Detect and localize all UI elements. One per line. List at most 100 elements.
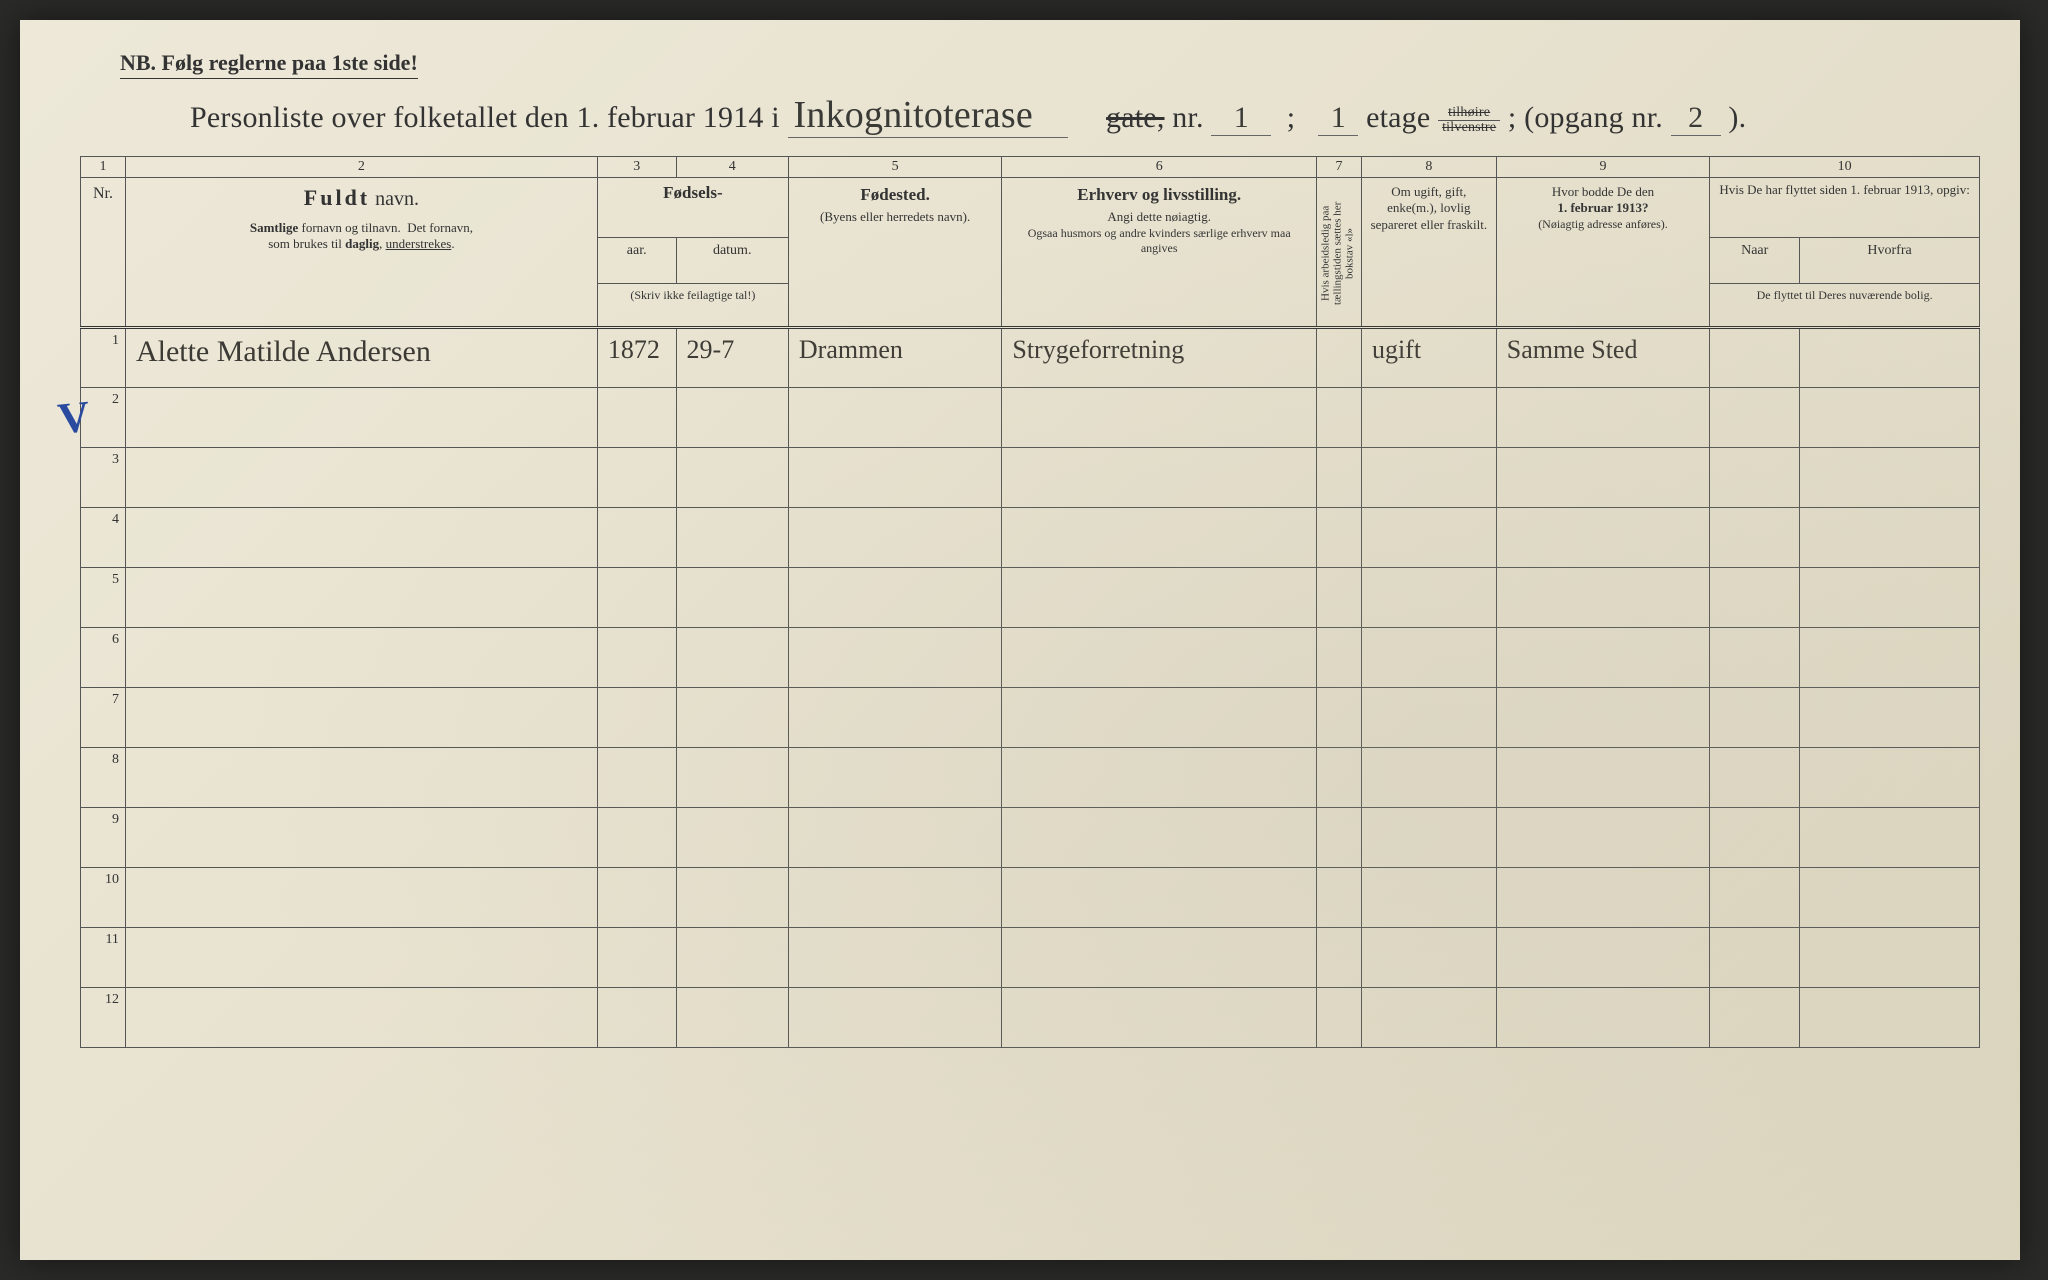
hdr-nr: Nr.: [81, 178, 126, 328]
cell-c10b: [1800, 388, 1980, 448]
hdr-col10-bot-text: De flyttet til Deres nuværende bolig.: [1714, 288, 1975, 303]
hdr-col9-top: Hvor bodde De den: [1505, 184, 1701, 200]
colnum: 7: [1317, 157, 1362, 178]
cell-c10b: [1800, 748, 1980, 808]
cell-datum: [676, 628, 788, 688]
cell-aar: [597, 628, 676, 688]
cell-c8: [1361, 808, 1496, 868]
cell-c10b: [1800, 628, 1980, 688]
cell-aar: [597, 448, 676, 508]
close-paren: ).: [1728, 101, 1746, 134]
hdr-erhverv-label: Erhverv og livsstilling.: [1010, 184, 1308, 205]
cell-c10b: [1800, 868, 1980, 928]
hdr-fodested-sub: (Byens eller herredets navn).: [797, 209, 993, 225]
hdr-col7-vertical: Hvis arbeidsledig paa tællingstiden sætt…: [1317, 178, 1362, 328]
cell-c9: [1496, 988, 1709, 1048]
cell-c10a: [1710, 508, 1800, 568]
cell-c8: [1361, 508, 1496, 568]
colnum: 2: [125, 157, 597, 178]
cell-erhverv: [1002, 628, 1317, 688]
cell-erhverv: [1002, 688, 1317, 748]
cell-navn: [125, 988, 597, 1048]
cell-erhverv: [1002, 988, 1317, 1048]
cell-fodested: [788, 808, 1001, 868]
cell-navn: [125, 448, 597, 508]
opgang-label: ; (opgang nr.: [1508, 101, 1663, 134]
hdr-col9-bold: 1. februar 1913?: [1505, 200, 1701, 216]
cell-datum: [676, 808, 788, 868]
cell-aar: [597, 988, 676, 1048]
hdr-fodested: Fødested. (Byens eller herredets navn).: [788, 178, 1001, 328]
cell-c8: ugift: [1361, 328, 1496, 388]
table-row: 9: [81, 808, 1980, 868]
table-row: 6: [81, 628, 1980, 688]
cell-datum: [676, 988, 788, 1048]
etage-value: 1: [1318, 101, 1358, 136]
cell-c7: [1317, 568, 1362, 628]
cell-datum: [676, 568, 788, 628]
cell-c10a: [1710, 688, 1800, 748]
cell-nr: 12: [81, 988, 126, 1048]
cell-c10b: [1800, 808, 1980, 868]
cell-erhverv: Strygeforretning: [1002, 328, 1317, 388]
cell-nr: 11: [81, 928, 126, 988]
colnum: 1: [81, 157, 126, 178]
cell-c10a: [1710, 328, 1800, 388]
hdr-col9: Hvor bodde De den 1. februar 1913? (Nøia…: [1496, 178, 1709, 328]
cell-c10b: [1800, 508, 1980, 568]
cell-c7: [1317, 328, 1362, 388]
cell-navn: [125, 928, 597, 988]
cell-c7: [1317, 508, 1362, 568]
cell-erhverv: [1002, 568, 1317, 628]
cell-c10a: [1710, 568, 1800, 628]
cell-fodested: Drammen: [788, 328, 1001, 388]
hdr-naar: Naar: [1710, 237, 1800, 283]
cell-datum: [676, 748, 788, 808]
hdr-erhverv-sub2: Ogsaa husmors og andre kvinders særlige …: [1010, 226, 1308, 256]
hdr-erhverv-sub1: Angi dette nøiagtig.: [1010, 209, 1308, 225]
cell-datum: 29-7: [676, 328, 788, 388]
cell-fodested: [788, 748, 1001, 808]
hdr-fodsels-note: (Skriv ikke feilagtige tal!): [597, 284, 788, 328]
gate-label: gate,: [1106, 101, 1164, 134]
cell-c7: [1317, 988, 1362, 1048]
hdr-col8-text: Om ugift, gift, enke(m.), lovlig separer…: [1370, 184, 1488, 233]
cell-erhverv: [1002, 448, 1317, 508]
hdr-fodsels-note-text: (Skriv ikke feilagtige tal!): [602, 288, 784, 303]
cell-c8: [1361, 868, 1496, 928]
cell-c9: [1496, 568, 1709, 628]
cell-aar: [597, 508, 676, 568]
census-table: 1 2 3 4 5 6 7 8 9 10 Nr. Fuldt navn. Sam…: [80, 156, 1980, 1048]
cell-datum: [676, 928, 788, 988]
cell-c9: [1496, 868, 1709, 928]
table-row: 1Alette Matilde Andersen187229-7DrammenS…: [81, 328, 1980, 388]
table-row: 7: [81, 688, 1980, 748]
title-line: Personliste over folketallet den 1. febr…: [190, 93, 1980, 138]
colnum: 5: [788, 157, 1001, 178]
cell-c7: [1317, 928, 1362, 988]
cell-c8: [1361, 388, 1496, 448]
opgang-value: 2: [1671, 101, 1721, 136]
cell-erhverv: [1002, 748, 1317, 808]
cell-c10a: [1710, 868, 1800, 928]
cell-nr: 9: [81, 808, 126, 868]
hdr-navn-sub1: Samtlige fornavn og tilnavn. Det fornavn…: [134, 220, 589, 236]
cell-aar: [597, 868, 676, 928]
cell-navn: [125, 628, 597, 688]
cell-nr: 7: [81, 688, 126, 748]
cell-c9: Samme Sted: [1496, 328, 1709, 388]
hdr-navn-sub2: som brukes til daglig, understrekes.: [134, 236, 589, 252]
cell-nr: 5: [81, 568, 126, 628]
cell-navn: [125, 508, 597, 568]
cell-c10a: [1710, 388, 1800, 448]
table-row: 12: [81, 988, 1980, 1048]
cell-datum: [676, 508, 788, 568]
title-pre: Personliste over folketallet den 1. febr…: [190, 101, 780, 134]
cell-fodested: [788, 928, 1001, 988]
cell-c9: [1496, 508, 1709, 568]
checkmark-annotation: V: [55, 390, 92, 444]
side-fraction: tilhøire tilvenstre: [1438, 106, 1500, 135]
cell-c10b: [1800, 928, 1980, 988]
cell-datum: [676, 868, 788, 928]
cell-aar: [597, 808, 676, 868]
